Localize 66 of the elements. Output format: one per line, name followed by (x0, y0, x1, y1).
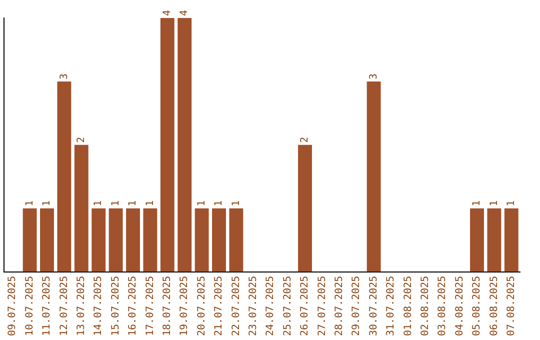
x-tick-label: 24.07.2025 (265, 276, 276, 336)
x-tick-label: 27.07.2025 (316, 276, 328, 336)
x-tick-label: 14.07.2025 (93, 276, 104, 336)
data-label: 3 (58, 73, 70, 80)
x-tick-label: 10.07.2025 (24, 276, 36, 336)
bar (178, 18, 192, 272)
bar (108, 208, 123, 272)
data-label: 1 (472, 200, 483, 206)
x-tick-label: 30.07.2025 (368, 276, 380, 336)
data-label: 1 (144, 200, 156, 206)
x-tick-label: 11.07.2025 (42, 276, 53, 336)
bar (160, 18, 174, 272)
x-tick-label: 20.07.2025 (196, 276, 208, 336)
x-tick-label: 15.07.2025 (110, 276, 122, 336)
bar (126, 208, 140, 272)
data-label: 2 (300, 136, 311, 143)
x-tick-label: 12.07.2025 (58, 276, 70, 336)
x-tick-label: 13.07.2025 (76, 276, 87, 336)
bar (22, 208, 37, 272)
bar (143, 208, 158, 272)
data-label: 4 (162, 10, 173, 16)
data-label: 1 (196, 200, 208, 206)
x-tick-label: 01.08.2025 (402, 276, 414, 336)
x-tick-label: 05.08.2025 (472, 276, 483, 336)
data-label: 1 (230, 200, 242, 206)
x-tick-label: 07.08.2025 (506, 276, 517, 336)
x-tick-label: 22.07.2025 (230, 276, 242, 336)
x-tick-label: 29.07.2025 (351, 276, 362, 336)
data-label: 1 (488, 200, 500, 206)
bar (74, 144, 88, 272)
bar (470, 208, 484, 272)
x-tick-label: 09.07.2025 (7, 276, 18, 336)
x-tick-label: 23.07.2025 (248, 276, 259, 336)
data-label: 1 (93, 200, 104, 206)
bar (40, 208, 54, 272)
data-label: 1 (506, 200, 517, 206)
data-label: 1 (214, 200, 225, 206)
data-label: 1 (24, 200, 36, 206)
bar (194, 208, 209, 272)
bar (504, 208, 518, 272)
x-tick-label: 19.07.2025 (179, 276, 190, 336)
data-label: 4 (179, 10, 190, 16)
data-label: 1 (42, 200, 53, 206)
data-label: 2 (76, 136, 87, 143)
x-tick-label: 16.07.2025 (128, 276, 139, 336)
x-tick-label: 21.07.2025 (214, 276, 225, 336)
x-tick-label: 17.07.2025 (144, 276, 156, 336)
x-tick-label: 02.08.2025 (420, 276, 431, 336)
bar (57, 81, 72, 272)
data-label: 1 (128, 200, 139, 206)
bar (229, 208, 244, 272)
data-label: 3 (368, 73, 380, 80)
bar (92, 208, 106, 272)
x-tick-label: 25.07.2025 (282, 276, 294, 336)
x-tick-label: 26.07.2025 (300, 276, 311, 336)
bar (487, 208, 502, 272)
x-tick-label: 06.08.2025 (488, 276, 500, 336)
data-label: 1 (110, 200, 122, 206)
x-tick-label: 31.07.2025 (386, 276, 397, 336)
bar (298, 144, 312, 272)
x-tick-label: 18.07.2025 (162, 276, 173, 336)
bar (212, 208, 226, 272)
x-tick-label: 04.08.2025 (454, 276, 466, 336)
x-tick-label: 03.08.2025 (437, 276, 448, 336)
x-tick-label: 28.07.2025 (334, 276, 345, 336)
bar (366, 81, 381, 272)
